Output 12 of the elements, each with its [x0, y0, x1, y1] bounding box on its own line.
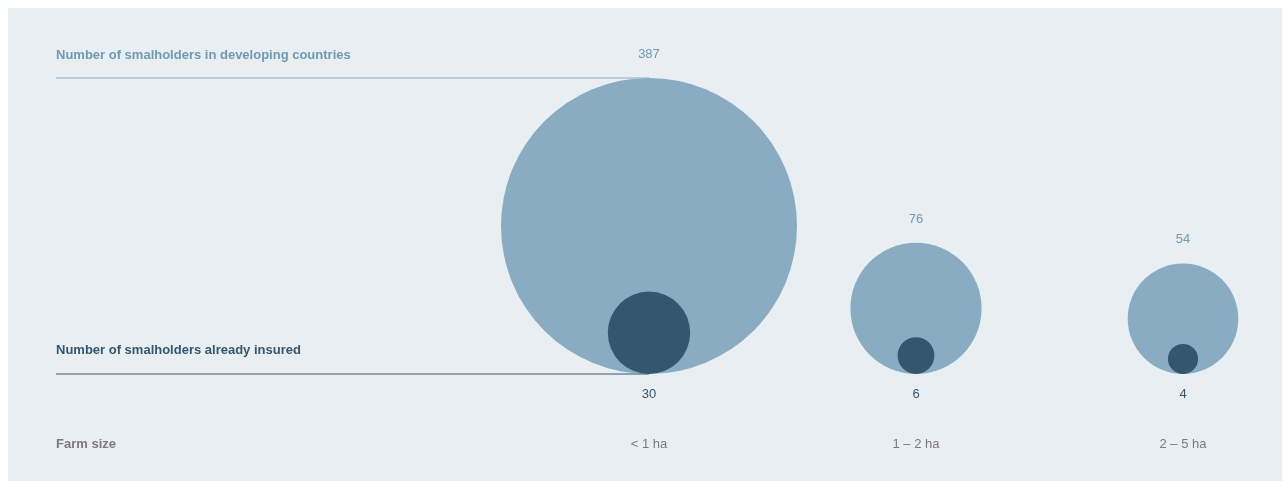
text: Farm size	[56, 436, 116, 451]
data-label: 54	[1175, 231, 1191, 247]
category-label: 1 – 2 ha	[892, 436, 941, 451]
category-label: 2 – 5 ha	[1159, 436, 1208, 451]
data-label: 4	[1179, 386, 1187, 401]
data-label: 6	[912, 386, 920, 401]
legend-label: Number of smalholders in developing countries	[56, 47, 351, 62]
category-label: < 1 ha	[630, 436, 669, 451]
data-label: 30	[641, 386, 657, 401]
legend-label: Number of smalholders already insured	[56, 342, 301, 357]
data-label: 387	[638, 46, 660, 61]
data-label: 76	[908, 210, 924, 226]
